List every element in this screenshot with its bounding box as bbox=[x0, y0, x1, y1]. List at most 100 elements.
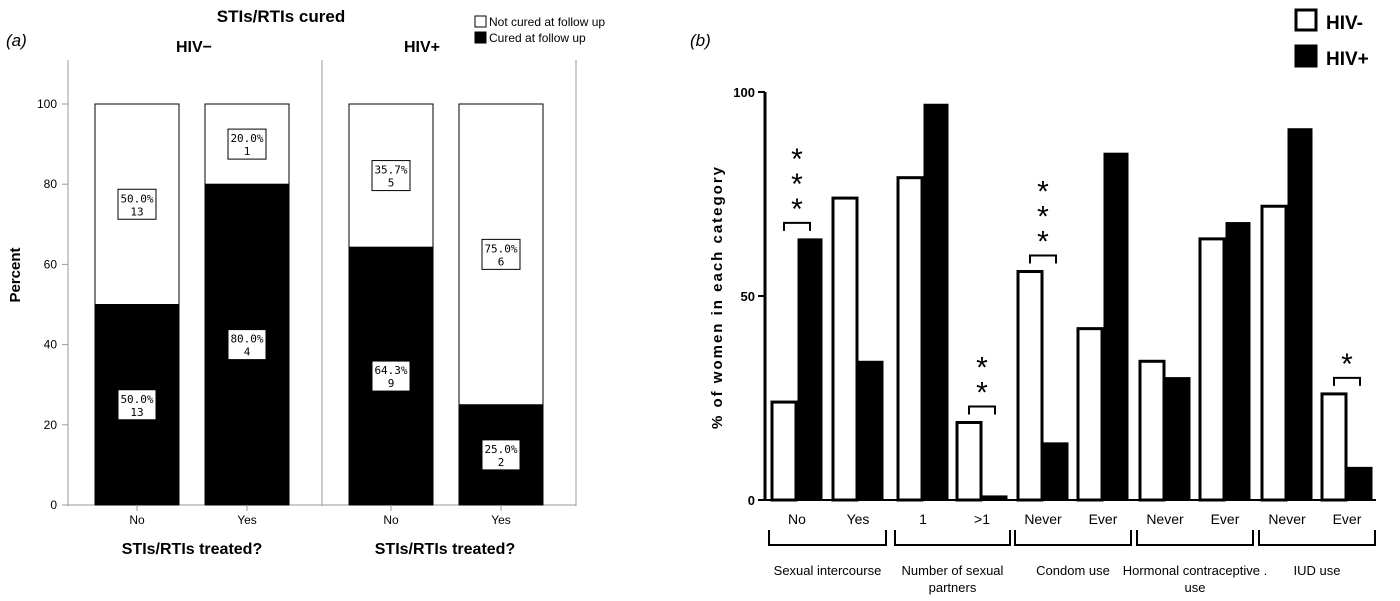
panel-a-label: (a) bbox=[6, 31, 27, 50]
bar-hiv-positive-6-never bbox=[1165, 377, 1191, 501]
significance-star: * bbox=[976, 351, 988, 384]
x-tick-label-8-never: Never bbox=[1268, 511, 1306, 527]
bar-hiv-negative-7-ever bbox=[1198, 237, 1226, 502]
data-label-count: 13 bbox=[130, 205, 143, 218]
data-label-percent: 50.0% bbox=[120, 393, 153, 406]
legend-a-swatch-cured bbox=[474, 31, 487, 44]
data-label-box bbox=[481, 439, 521, 471]
data-label-count: 2 bbox=[498, 456, 505, 469]
group-bracket-condom-use bbox=[1014, 530, 1132, 546]
bar-hiv-negative-5-ever bbox=[1076, 327, 1104, 502]
data-label-count: 1 bbox=[244, 145, 251, 158]
x-tick-label-2-1: 1 bbox=[919, 511, 927, 527]
facet-xlabel-hiv-negative: STIs/RTIs treated? bbox=[122, 541, 262, 558]
y-tick-label: 40 bbox=[44, 338, 58, 352]
panel-a: (a) STIs/RTIs cured Not cured at follow … bbox=[6, 7, 605, 558]
data-label-box bbox=[227, 329, 267, 361]
panel-a-ylabel: Percent bbox=[7, 247, 24, 302]
significance-star: * bbox=[791, 193, 803, 226]
bar-hiv-positive-1-yes bbox=[858, 360, 884, 501]
group-label-sexual-intercourse: Sexual intercourse bbox=[774, 563, 882, 578]
data-label-box bbox=[117, 389, 157, 421]
y-tick-label: 100 bbox=[37, 97, 57, 111]
bar-hiv-negative-1-yes bbox=[831, 196, 859, 502]
group-label-number-of-sexual-partners: Number of sexual bbox=[902, 563, 1004, 578]
x-tick-label-1-yes: Yes bbox=[847, 511, 870, 527]
facet-xlabel-hiv-positive: STIs/RTIs treated? bbox=[375, 541, 515, 558]
facet-title-hiv-negative: HIV− bbox=[176, 39, 212, 56]
data-label-percent: 20.0% bbox=[230, 132, 263, 145]
significance-star: * bbox=[1341, 348, 1353, 381]
data-label-cured-hiv-positive-yes: 25.0%2 bbox=[481, 439, 521, 471]
significance-bracket bbox=[1333, 376, 1361, 386]
data-label-percent: 35.7% bbox=[374, 164, 407, 177]
panel-b-y-axis: 0 50 100 bbox=[733, 85, 765, 508]
x-tick-label-6-never: Never bbox=[1146, 511, 1184, 527]
group-bracket-iud-use bbox=[1258, 530, 1376, 546]
data-label-count: 5 bbox=[388, 177, 395, 190]
significance-bracket bbox=[783, 221, 811, 231]
data-label-not-cured-hiv-positive-no: 35.7%5 bbox=[371, 160, 411, 192]
significance-star: * bbox=[1037, 176, 1049, 209]
panel-b-label: (b) bbox=[690, 31, 711, 50]
x-tick-label-hiv-positive-no: No bbox=[383, 513, 399, 527]
significance-bracket bbox=[1029, 254, 1057, 264]
bar-hiv-positive-7-ever bbox=[1225, 222, 1251, 501]
group-label-hormonal-contraceptive-use: use bbox=[1185, 580, 1206, 595]
data-label-percent: 25.0% bbox=[484, 443, 517, 456]
panel-a-y-axis: 0 20 40 60 80 100 bbox=[37, 97, 68, 512]
x-tick-label-7-ever: Ever bbox=[1211, 511, 1240, 527]
x-tick-label-hiv-negative-yes: Yes bbox=[237, 513, 257, 527]
panel-b-x-axis: No Yes 1 >1 Never Ever Never Ever Never Ever Sexua… bbox=[768, 511, 1376, 595]
bar-hiv-negative-6-never bbox=[1138, 359, 1166, 502]
y-tick-label: 100 bbox=[733, 85, 755, 100]
data-label-percent: 64.3% bbox=[374, 364, 407, 377]
legend-a-label-not-cured: Not cured at follow up bbox=[489, 15, 605, 29]
legend-b-swatch-hiv-positive bbox=[1294, 44, 1318, 68]
bar-hiv-negative-8-never bbox=[1260, 204, 1288, 502]
data-label-box bbox=[371, 360, 411, 392]
panel-b-significance: ********* bbox=[783, 143, 1361, 415]
data-label-cured-hiv-positive-no: 64.3%9 bbox=[371, 360, 411, 392]
x-tick-label-hiv-positive-yes: Yes bbox=[491, 513, 511, 527]
bar-hiv-positive-4-never bbox=[1043, 442, 1069, 501]
data-label-box bbox=[371, 160, 411, 192]
legend-a-swatch-not-cured bbox=[474, 15, 487, 28]
significance-star: * bbox=[976, 376, 988, 409]
bar-hiv-positive-8-never bbox=[1287, 128, 1313, 501]
y-tick-label: 0 bbox=[748, 493, 755, 508]
panel-b-ylabel: % of women in each category bbox=[709, 165, 726, 429]
group-bracket-sexual-intercourse bbox=[768, 530, 887, 546]
legend-b-label-hiv-positive: HIV+ bbox=[1326, 49, 1369, 70]
data-label-count: 13 bbox=[130, 406, 143, 419]
panel-a-title: STIs/RTIs cured bbox=[217, 7, 345, 26]
group-label-hormonal-contraceptive-use: Hormonal contraceptive . bbox=[1123, 563, 1268, 578]
data-label-box bbox=[481, 238, 521, 270]
x-tick-label-5-ever: Ever bbox=[1089, 511, 1118, 527]
x-tick-label-hiv-negative-no: No bbox=[129, 513, 145, 527]
data-label-not-cured-hiv-negative-yes: 20.0%1 bbox=[227, 128, 267, 160]
data-label-cured-hiv-negative-no: 50.0%13 bbox=[117, 389, 157, 421]
x-tick-label-9-ever: Ever bbox=[1333, 511, 1362, 527]
panel-b-bars bbox=[770, 103, 1373, 502]
bar-hiv-positive-0-no bbox=[797, 238, 823, 501]
x-tick-label-0-no: No bbox=[788, 511, 806, 527]
group-label-iud-use: IUD use bbox=[1294, 563, 1341, 578]
legend-a-label-cured: Cured at follow up bbox=[489, 31, 586, 45]
data-label-count: 6 bbox=[498, 255, 505, 268]
x-tick-label-3-1: >1 bbox=[974, 511, 990, 527]
data-label-count: 9 bbox=[388, 377, 395, 390]
group-bracket-number-of-sexual-partners bbox=[894, 530, 1011, 546]
legend-b: HIV- HIV+ bbox=[1294, 8, 1369, 70]
y-tick-label: 60 bbox=[44, 257, 58, 271]
legend-b-label-hiv-negative: HIV- bbox=[1326, 13, 1363, 34]
data-label-percent: 80.0% bbox=[230, 333, 263, 346]
bar-hiv-negative-3-1 bbox=[955, 420, 983, 502]
bar-hiv-negative-4-never bbox=[1016, 270, 1044, 502]
data-label-not-cured-hiv-positive-yes: 75.0%6 bbox=[481, 238, 521, 270]
facet-title-hiv-positive: HIV+ bbox=[404, 39, 440, 56]
facet-hiv-positive: HIV+ STIs/RTIs treated? bbox=[375, 39, 515, 558]
y-tick-label: 20 bbox=[44, 418, 58, 432]
bar-hiv-positive-9-ever bbox=[1347, 466, 1373, 501]
data-label-cured-hiv-negative-yes: 80.0%4 bbox=[227, 329, 267, 361]
